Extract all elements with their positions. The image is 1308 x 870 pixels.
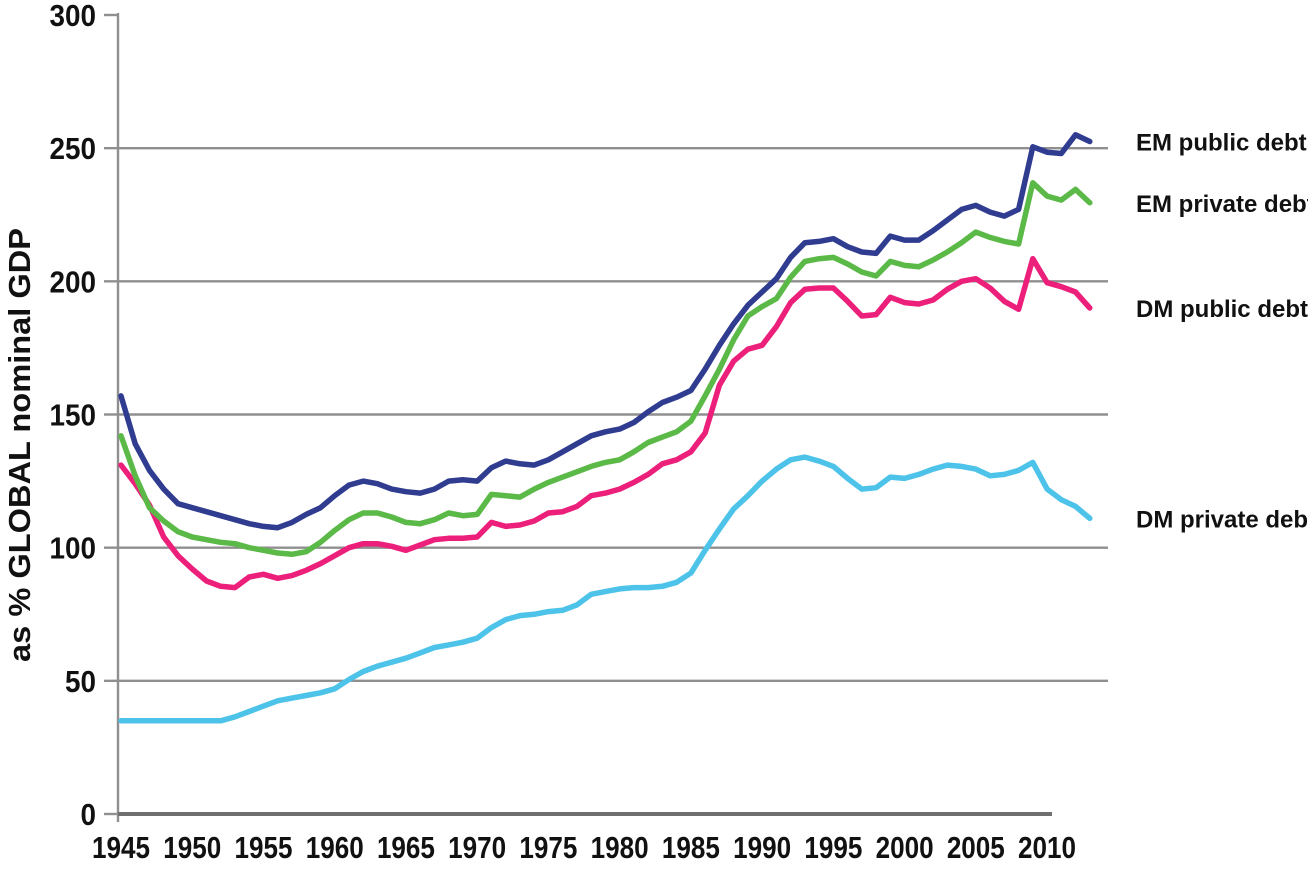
y-tick-label-100: 100: [50, 531, 97, 566]
legend-label-dm-public-debt: DM public debt: [1136, 296, 1308, 323]
y-tick-label-200: 200: [50, 264, 97, 299]
series-line-em-private-debt: [118, 180, 1093, 558]
series-line-dm-public-debt: [118, 255, 1093, 591]
y-tick-label-300: 300: [50, 0, 97, 33]
grid-layer: [104, 13, 1108, 822]
y-axis-title: as % GLOBAL nominal GDP: [2, 228, 37, 662]
y-tick-label-0: 0: [81, 797, 97, 832]
x-tick-label-1955: 1955: [234, 830, 292, 865]
y-tick-label-250: 250: [50, 131, 97, 166]
x-tick-label-1990: 1990: [733, 830, 791, 865]
x-tick-label-1970: 1970: [448, 830, 506, 865]
x-tick-label-1965: 1965: [377, 830, 435, 865]
x-tick-label-1945: 1945: [92, 830, 150, 865]
x-tick-label-1995: 1995: [804, 830, 862, 865]
legend-label-em-private-debt: EM private debt: [1136, 191, 1308, 218]
legend-layer: EM public debt EM private debt DM public d…: [1136, 130, 1308, 534]
x-tick-label-2000: 2000: [876, 830, 934, 865]
x-tick-label-1960: 1960: [306, 830, 364, 865]
y-tick-label-150: 150: [50, 398, 97, 433]
x-tick-label-2010: 2010: [1018, 830, 1076, 865]
axis-label-layer: 0 50 100 150 200 250 300 1945 1950 1955 1960 1965 19…: [50, 0, 1077, 865]
x-tick-label-2005: 2005: [947, 830, 1005, 865]
x-tick-label-1980: 1980: [591, 830, 649, 865]
y-tick-label-50: 50: [65, 664, 96, 699]
legend-label-em-public-debt: EM public debt: [1136, 130, 1307, 157]
x-tick-label-1975: 1975: [519, 830, 577, 865]
series-line-em-public-debt: [118, 132, 1093, 531]
series-layer: [118, 132, 1093, 724]
series-line-dm-private-debt: [118, 454, 1093, 724]
legend-label-dm-private-debt: DM private debt: [1136, 506, 1308, 533]
x-tick-label-1985: 1985: [662, 830, 720, 865]
x-tick-label-1950: 1950: [163, 830, 221, 865]
